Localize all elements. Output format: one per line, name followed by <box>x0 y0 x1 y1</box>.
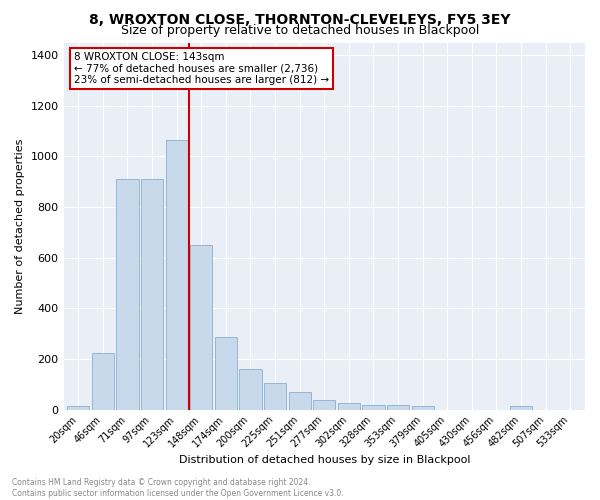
Bar <box>264 383 286 409</box>
Text: 8, WROXTON CLOSE, THORNTON-CLEVELEYS, FY5 3EY: 8, WROXTON CLOSE, THORNTON-CLEVELEYS, FY… <box>89 12 511 26</box>
Bar <box>92 352 114 410</box>
Bar <box>166 140 188 409</box>
Bar <box>313 400 335 409</box>
Bar <box>116 179 139 410</box>
Bar <box>510 406 532 410</box>
Bar <box>141 179 163 410</box>
Bar <box>239 369 262 410</box>
Bar <box>215 338 237 409</box>
Bar <box>362 404 385 409</box>
Bar <box>387 405 409 409</box>
Bar <box>190 245 212 410</box>
Bar <box>67 406 89 409</box>
Bar <box>338 404 360 409</box>
Text: Size of property relative to detached houses in Blackpool: Size of property relative to detached ho… <box>121 24 479 37</box>
Text: Contains HM Land Registry data © Crown copyright and database right 2024.
Contai: Contains HM Land Registry data © Crown c… <box>12 478 344 498</box>
Text: 8 WROXTON CLOSE: 143sqm
← 77% of detached houses are smaller (2,736)
23% of semi: 8 WROXTON CLOSE: 143sqm ← 77% of detache… <box>74 52 329 85</box>
Y-axis label: Number of detached properties: Number of detached properties <box>15 138 25 314</box>
Bar <box>412 406 434 410</box>
Bar <box>289 392 311 409</box>
X-axis label: Distribution of detached houses by size in Blackpool: Distribution of detached houses by size … <box>179 455 470 465</box>
